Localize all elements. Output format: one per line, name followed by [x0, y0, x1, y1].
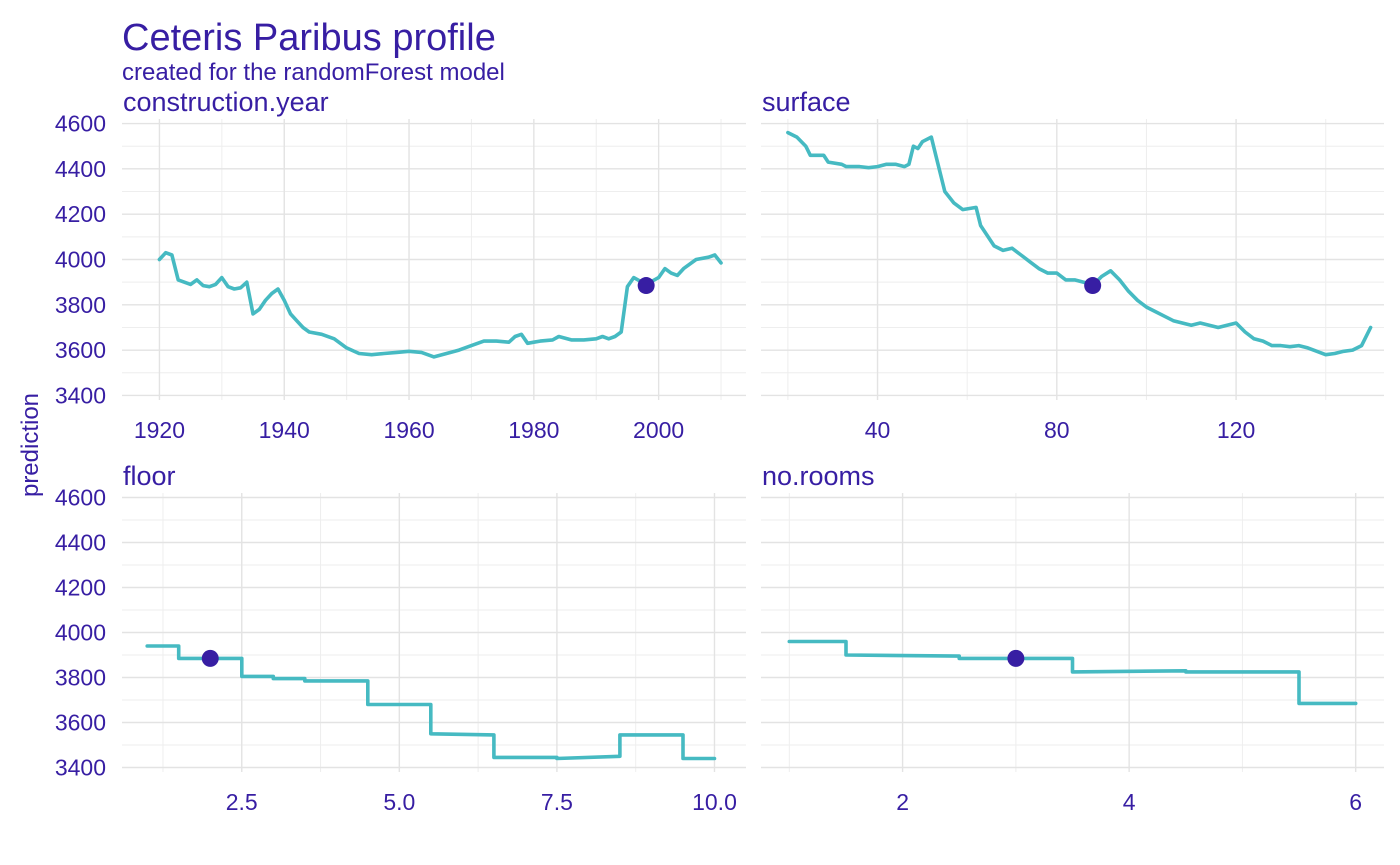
profile-line	[787, 639, 1358, 706]
panel-strip-label: surface	[762, 87, 851, 117]
y-tick-label: 3800	[55, 665, 106, 691]
observation-point	[201, 649, 219, 667]
y-tick-label: 4400	[55, 530, 106, 556]
x-tick-label: 1920	[134, 417, 185, 443]
y-axis-label: prediction	[17, 393, 44, 497]
y-tick-label: 4400	[55, 156, 106, 182]
y-tick-label: 3600	[55, 710, 106, 736]
x-tick-label: 7.5	[541, 789, 573, 815]
x-tick-label: 80	[1044, 417, 1070, 443]
y-tick-label: 4200	[55, 201, 106, 227]
profile-line	[786, 130, 1373, 357]
observation-point	[637, 277, 655, 295]
panel-strip-label: no.rooms	[762, 461, 875, 491]
y-tick-label: 3800	[55, 292, 106, 318]
x-tick-label: 2000	[633, 417, 684, 443]
observation-point	[1084, 277, 1102, 295]
x-tick-label: 1980	[508, 417, 559, 443]
y-tick-label: 4200	[55, 575, 106, 601]
y-tick-label: 3600	[55, 337, 106, 363]
chart-subtitle: created for the randomForest model	[122, 59, 505, 86]
profile-line	[157, 250, 723, 359]
x-tick-label: 4	[1123, 789, 1136, 815]
panels-group: 3400 3600 3800 4000 4200 4400 4600 1920 1940 1960…	[55, 87, 1384, 815]
x-tick-label: 120	[1217, 417, 1255, 443]
observation-point	[1007, 649, 1025, 667]
x-tick-label: 5.0	[383, 789, 415, 815]
x-tick-label: 1960	[383, 417, 434, 443]
panel-construction-year: 3400 3600 3800 4000 4200 4400 4600 1920 1940 1960…	[55, 87, 746, 443]
x-tick-label: 1940	[259, 417, 310, 443]
x-tick-label: 6	[1349, 789, 1362, 815]
chart-title: Ceteris Paribus profile	[122, 17, 496, 59]
panel-strip-label: floor	[123, 461, 176, 491]
panel-surface: 40 80 120 surface	[761, 87, 1384, 443]
y-tick-label: 4600	[55, 485, 106, 511]
x-tick-label: 2.5	[226, 789, 258, 815]
panel-no-rooms: 2 4 6 no.rooms	[761, 461, 1384, 815]
profile-line	[145, 644, 717, 761]
y-tick-label: 3400	[55, 382, 106, 408]
x-tick-label: 2	[896, 789, 909, 815]
x-tick-label: 40	[865, 417, 891, 443]
y-tick-label: 3400	[55, 755, 106, 781]
y-tick-label: 4000	[55, 620, 106, 646]
x-tick-label: 10.0	[692, 789, 737, 815]
panel-strip-label: construction.year	[123, 87, 329, 117]
y-tick-label: 4000	[55, 247, 106, 273]
panel-floor: 3400 3600 3800 4000 4200 4400 4600 2.5 5.0 7.5 10.…	[55, 461, 746, 815]
y-tick-label: 4600	[55, 111, 106, 137]
